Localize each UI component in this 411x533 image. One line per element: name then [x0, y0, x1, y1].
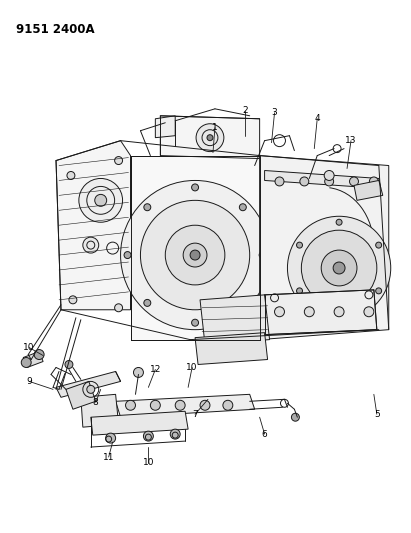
Circle shape [300, 177, 309, 186]
Circle shape [95, 195, 107, 206]
Circle shape [301, 230, 377, 306]
Circle shape [259, 252, 266, 259]
Circle shape [106, 433, 115, 443]
Text: 10: 10 [23, 343, 35, 352]
Circle shape [192, 319, 199, 326]
Polygon shape [115, 394, 255, 417]
Circle shape [369, 177, 378, 186]
Circle shape [183, 243, 207, 267]
Polygon shape [66, 382, 96, 409]
Circle shape [223, 400, 233, 410]
Polygon shape [91, 411, 188, 435]
Polygon shape [155, 116, 175, 138]
Circle shape [275, 307, 284, 317]
Text: 6: 6 [262, 430, 268, 439]
Circle shape [34, 350, 44, 360]
Text: 7: 7 [192, 410, 198, 419]
Circle shape [115, 304, 122, 312]
Circle shape [287, 216, 391, 320]
Circle shape [120, 181, 270, 330]
Polygon shape [160, 116, 260, 158]
Circle shape [143, 431, 153, 441]
Text: 4: 4 [314, 114, 320, 123]
Circle shape [304, 307, 314, 317]
Circle shape [297, 242, 302, 248]
Circle shape [170, 429, 180, 439]
Circle shape [134, 367, 143, 377]
Text: 10: 10 [143, 458, 154, 467]
Circle shape [165, 225, 225, 285]
Circle shape [376, 288, 382, 294]
Text: 2: 2 [242, 106, 247, 115]
Text: 10: 10 [186, 363, 198, 372]
Text: 12: 12 [150, 365, 161, 374]
Circle shape [87, 385, 95, 393]
Text: 8: 8 [93, 398, 99, 407]
Text: 5: 5 [374, 410, 380, 419]
Text: 9: 9 [26, 377, 32, 386]
Circle shape [239, 204, 246, 211]
Polygon shape [56, 141, 131, 310]
Circle shape [297, 288, 302, 294]
Circle shape [275, 177, 284, 186]
Circle shape [65, 360, 73, 368]
Circle shape [324, 171, 334, 181]
Polygon shape [81, 394, 119, 427]
Circle shape [207, 135, 213, 141]
Circle shape [175, 400, 185, 410]
Polygon shape [23, 352, 43, 367]
Circle shape [124, 252, 131, 259]
Circle shape [239, 300, 246, 306]
Text: 9151 2400A: 9151 2400A [16, 23, 95, 36]
Circle shape [196, 124, 224, 151]
Circle shape [115, 157, 122, 165]
Polygon shape [131, 156, 260, 340]
Circle shape [69, 296, 77, 304]
Circle shape [150, 400, 160, 410]
Text: 3: 3 [272, 108, 277, 117]
Polygon shape [260, 156, 389, 340]
Circle shape [144, 300, 151, 306]
Circle shape [336, 219, 342, 225]
Polygon shape [354, 181, 383, 200]
Text: 13: 13 [345, 136, 357, 145]
Circle shape [144, 204, 151, 211]
Circle shape [325, 177, 334, 186]
Polygon shape [56, 372, 120, 397]
Polygon shape [265, 290, 377, 335]
Circle shape [291, 413, 299, 421]
Text: 11: 11 [103, 453, 114, 462]
Circle shape [21, 358, 31, 367]
Polygon shape [195, 333, 268, 365]
Circle shape [192, 184, 199, 191]
Circle shape [79, 179, 122, 222]
Text: 1: 1 [212, 123, 218, 132]
Circle shape [334, 307, 344, 317]
Circle shape [125, 400, 136, 410]
Circle shape [333, 262, 345, 274]
Polygon shape [265, 171, 381, 188]
Polygon shape [200, 295, 270, 345]
Circle shape [336, 311, 342, 317]
Circle shape [141, 200, 250, 310]
Circle shape [67, 172, 75, 180]
Circle shape [200, 400, 210, 410]
Circle shape [321, 250, 357, 286]
Circle shape [376, 242, 382, 248]
Circle shape [364, 307, 374, 317]
Circle shape [349, 177, 358, 186]
Circle shape [83, 237, 99, 253]
Circle shape [190, 250, 200, 260]
